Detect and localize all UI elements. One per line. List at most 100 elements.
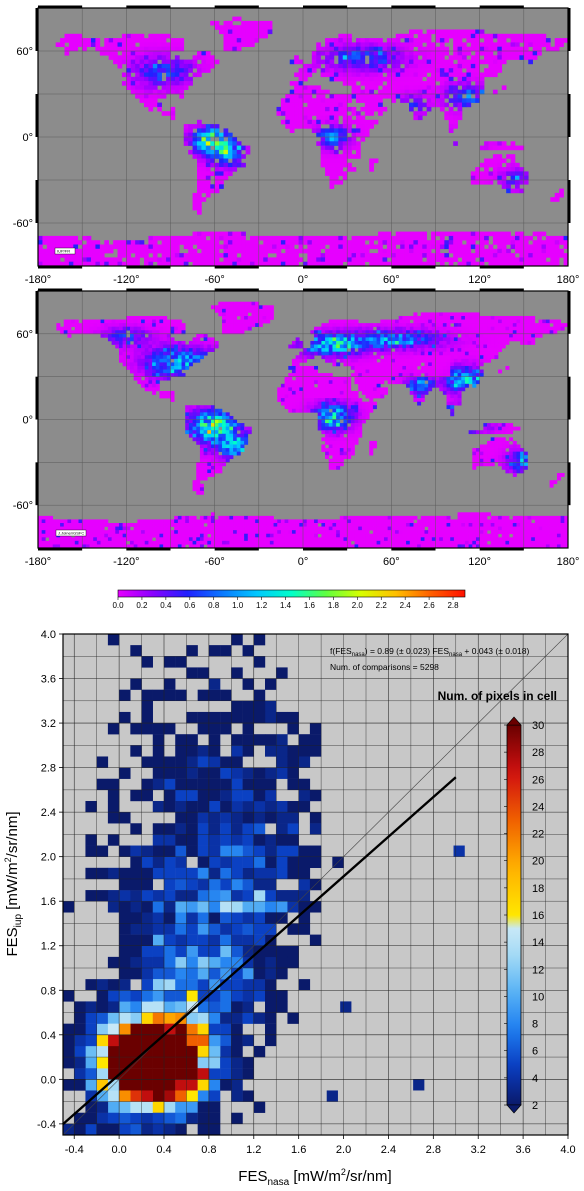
land-pixel: [519, 248, 525, 254]
land-pixel: [528, 244, 533, 250]
land-pixel: [170, 106, 176, 112]
land-pixel: [307, 102, 313, 108]
land-pixel: [133, 337, 138, 342]
land-pixel: [406, 373, 411, 377]
land-pixel: [185, 430, 190, 435]
land-pixel: [307, 124, 313, 129]
land-pixel: [133, 373, 138, 377]
land-pixel: [294, 98, 299, 103]
land-pixel: [82, 46, 87, 52]
land-pixel: [383, 344, 388, 349]
land-pixel: [483, 430, 488, 435]
land-pixel: [413, 253, 419, 258]
land-pixel: [320, 149, 326, 155]
land-pixel: [325, 398, 330, 402]
land-pixel: [152, 244, 158, 250]
land-pixel: [402, 330, 407, 335]
land-pixel: [431, 231, 436, 237]
land-pixel: [431, 369, 436, 374]
land-pixel: [470, 231, 476, 237]
land-pixel: [343, 401, 348, 406]
land-pixel: [148, 38, 154, 43]
land-pixel: [450, 376, 455, 381]
land-pixel: [333, 162, 339, 168]
land-pixel: [163, 340, 168, 345]
land-pixel: [391, 358, 396, 363]
land-pixel: [141, 369, 146, 374]
land-pixel: [126, 351, 131, 356]
land-pixel: [343, 337, 348, 342]
land-pixel: [107, 323, 112, 327]
land-pixel: [321, 426, 326, 431]
land-pixel: [506, 33, 511, 39]
land-pixel: [126, 340, 131, 345]
land-pixel: [413, 355, 418, 360]
land-pixel: [369, 42, 374, 47]
land-pixel: [332, 330, 337, 335]
land-pixel: [453, 326, 458, 331]
land-pixel: [444, 231, 450, 237]
land-pixel: [361, 515, 366, 520]
land-pixel: [361, 365, 366, 370]
land-pixel: [364, 46, 370, 52]
land-pixel: [534, 333, 539, 338]
land-pixel: [350, 365, 355, 370]
land-pixel: [133, 355, 138, 360]
land-pixel: [475, 167, 480, 172]
land-pixel: [492, 175, 498, 181]
land-pixel: [350, 373, 355, 377]
land-pixel: [347, 408, 352, 413]
land-pixel: [497, 59, 503, 65]
land-pixel: [532, 248, 538, 254]
land-pixel: [291, 369, 296, 374]
land-pixel: [417, 235, 423, 241]
land-pixel: [332, 333, 337, 338]
land-pixel: [354, 344, 359, 349]
land-pixel: [303, 98, 308, 103]
land-pixel: [400, 98, 405, 103]
land-pixel: [472, 351, 477, 356]
land-pixel: [289, 119, 295, 125]
land-pixel: [347, 81, 352, 86]
land-pixel: [201, 235, 207, 241]
land-pixel: [420, 351, 425, 356]
land-pixel: [307, 94, 313, 99]
land-pixel: [210, 455, 215, 460]
land-pixel: [236, 42, 242, 47]
land-pixel: [404, 85, 410, 90]
land-pixel: [285, 244, 291, 250]
land-pixel: [448, 235, 454, 241]
land-pixel: [240, 312, 245, 317]
land-pixel: [227, 244, 233, 250]
land-pixel: [387, 326, 392, 331]
land-pixel: [291, 519, 296, 524]
land-pixel: [316, 51, 321, 56]
land-pixel: [369, 330, 374, 335]
land-pixel: [139, 38, 145, 43]
land-pixel: [404, 261, 410, 266]
land-pixel: [351, 253, 357, 258]
land-pixel: [222, 426, 227, 431]
land-pixel: [325, 72, 330, 78]
land-pixel: [133, 358, 138, 363]
land-pixel: [118, 330, 123, 335]
land-pixel: [314, 330, 319, 335]
land-pixel: [233, 308, 238, 313]
land-pixel: [541, 33, 547, 39]
land-pixel: [219, 158, 224, 164]
land-pixel: [360, 59, 366, 65]
land-pixel: [314, 398, 319, 402]
land-pixel: [333, 180, 339, 185]
land-pixel: [428, 362, 433, 367]
land-pixel: [229, 301, 234, 306]
land-pixel: [328, 415, 333, 420]
land-pixel: [448, 33, 454, 39]
land-pixel: [380, 369, 385, 374]
land-pixel: [450, 330, 455, 335]
land-pixel: [60, 253, 65, 258]
land-pixel: [144, 46, 149, 52]
land-pixel: [201, 128, 207, 133]
land-pixel: [498, 451, 503, 456]
land-pixel: [144, 519, 149, 524]
land-pixel: [141, 365, 146, 370]
